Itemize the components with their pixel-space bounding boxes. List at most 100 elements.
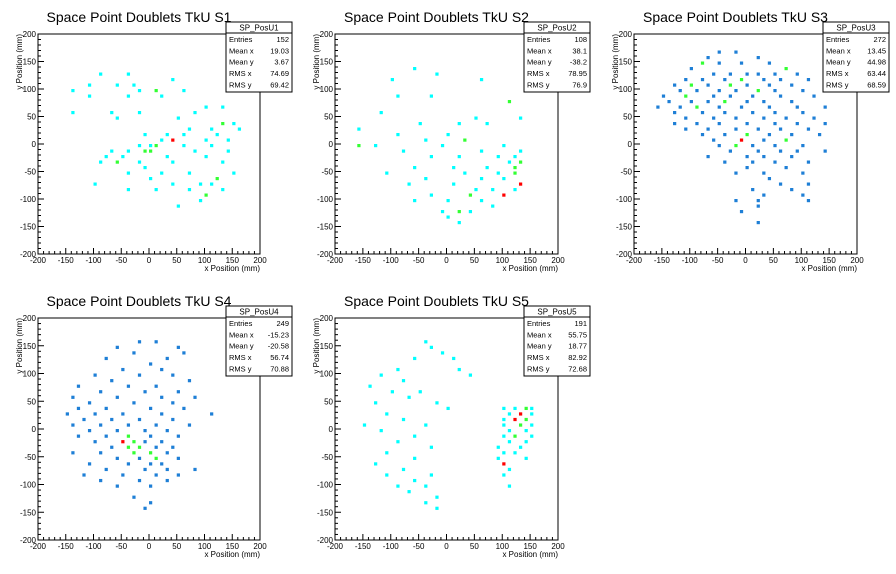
heatmap-cell: [379, 111, 383, 115]
heatmap-cell: [237, 127, 242, 131]
heatmap-cell: [667, 100, 671, 104]
heatmap-cells: [656, 50, 827, 225]
heatmap-cell: [723, 160, 727, 164]
heatmap-cell: [149, 149, 153, 153]
heatmap-cell: [171, 160, 175, 164]
heatmap-cell: [110, 379, 114, 383]
heatmap-cell: [143, 133, 147, 137]
stats-box-frame: [225, 21, 293, 93]
heatmap-cell: [717, 50, 721, 54]
heatmap-cell: [767, 105, 772, 109]
stats-value: 38.1: [572, 46, 587, 55]
stats-label: RMS y: [229, 365, 252, 374]
x-tick-label: -50: [712, 256, 724, 265]
stats-value: 70.88: [270, 365, 289, 374]
heatmap-cells: [362, 340, 534, 510]
heatmap-cell: [784, 116, 788, 120]
heatmap-cell: [143, 467, 147, 472]
heatmap-cell: [507, 100, 512, 104]
stats-value: 69.42: [270, 81, 289, 90]
heatmap-cell: [452, 166, 456, 170]
heatmap-cell: [435, 72, 439, 76]
heatmap-cell: [712, 116, 716, 120]
y-tick-label: 100: [23, 370, 37, 379]
heatmap-cell: [518, 182, 523, 186]
y-tick-label: 200: [320, 30, 334, 39]
y-tick-label: 150: [320, 342, 334, 351]
x-axis-label: x Position (mm): [502, 550, 558, 559]
stats-box: SP_PosU2 Entries 108 Mean x 38.1 Mean y -38.2 R…: [523, 21, 591, 93]
heatmap-cell: [801, 89, 805, 93]
y-tick-label: 150: [23, 342, 37, 351]
heatmap-cell: [87, 401, 92, 405]
heatmap-cell: [773, 144, 777, 148]
heatmap-cell: [496, 445, 500, 449]
heatmap-cell: [530, 406, 534, 411]
heatmap-cell: [767, 133, 772, 137]
y-tick-label: 0: [32, 425, 37, 434]
heatmap-cell: [154, 188, 158, 192]
heatmap-cell: [176, 434, 180, 438]
heatmap-cell: [745, 72, 749, 76]
stats-label: Mean x: [527, 330, 552, 339]
heatmap-cell: [518, 412, 523, 416]
heatmap-cell: [678, 89, 682, 93]
heatmap-cell: [160, 412, 164, 416]
heatmap-cell: [507, 429, 512, 433]
heatmap-cell: [418, 122, 422, 126]
heatmap-cell: [507, 160, 512, 164]
heatmap-cell: [728, 94, 732, 98]
heatmap-cell: [390, 78, 394, 82]
heatmap-cell: [154, 473, 158, 477]
heatmap-cell: [518, 445, 523, 449]
y-tick-label: 50: [27, 397, 36, 406]
heatmap-cell: [496, 155, 500, 159]
heatmap-cell: [723, 78, 727, 82]
axis-ticks: -200-200 -150 -150 -100 -100 -50 -50 0 0 50 50 100 1…: [317, 30, 565, 265]
y-tick-label: 0: [329, 140, 334, 149]
heatmap-cell: [137, 89, 142, 93]
stats-box-frame: [225, 305, 293, 377]
heatmap-cell: [485, 122, 489, 126]
heatmap-cell: [717, 122, 721, 126]
heatmap-cell: [132, 440, 136, 444]
y-tick-label: -50: [24, 453, 36, 462]
stats-value: 191: [574, 319, 587, 328]
heatmap-cell: [187, 188, 192, 192]
heatmap-cell: [756, 149, 760, 153]
heatmap-cell: [734, 171, 738, 175]
heatmap-cell: [530, 434, 534, 438]
heatmap-cell: [706, 56, 710, 60]
chart-panel-3: Space Point Doublets TkU S3-200-200-150-…: [611, 9, 890, 273]
heatmap-cell: [160, 395, 164, 399]
stats-label: Mean x: [229, 46, 254, 55]
heatmap-cell: [379, 429, 383, 433]
x-tick-label: -100: [383, 256, 400, 265]
heatmap-cell: [790, 155, 794, 159]
y-tick-label: 0: [329, 425, 334, 434]
heatmap-cell: [673, 122, 677, 126]
heatmap-cell: [160, 367, 164, 372]
heatmap-cell: [485, 166, 489, 170]
heatmap-cell: [491, 204, 495, 208]
heatmap-cell: [518, 160, 523, 164]
heatmap-cell: [734, 116, 738, 120]
stats-value: 249: [276, 319, 289, 328]
chart-panel-4: Space Point Doublets TkU S4-200-200-150-…: [15, 293, 293, 559]
x-tick-label: 200: [253, 542, 267, 551]
heatmap-cell: [756, 199, 760, 203]
heatmap-cell: [87, 83, 92, 87]
y-tick-label: 50: [623, 113, 632, 122]
heatmap-cell: [357, 144, 361, 148]
stats-value: 82.92: [568, 353, 587, 362]
heatmap-cell: [823, 122, 827, 126]
x-tick-label: 100: [496, 256, 510, 265]
heatmap-cell: [87, 462, 92, 466]
x-tick-label: -200: [327, 256, 344, 265]
heatmap-cell: [187, 127, 192, 131]
heatmap-cell: [463, 138, 467, 142]
heatmap-cell: [728, 72, 732, 76]
chart-title: Space Point Doublets TkU S3: [643, 9, 828, 25]
heatmap-cell: [806, 78, 811, 82]
x-tick-label: -200: [327, 542, 344, 551]
